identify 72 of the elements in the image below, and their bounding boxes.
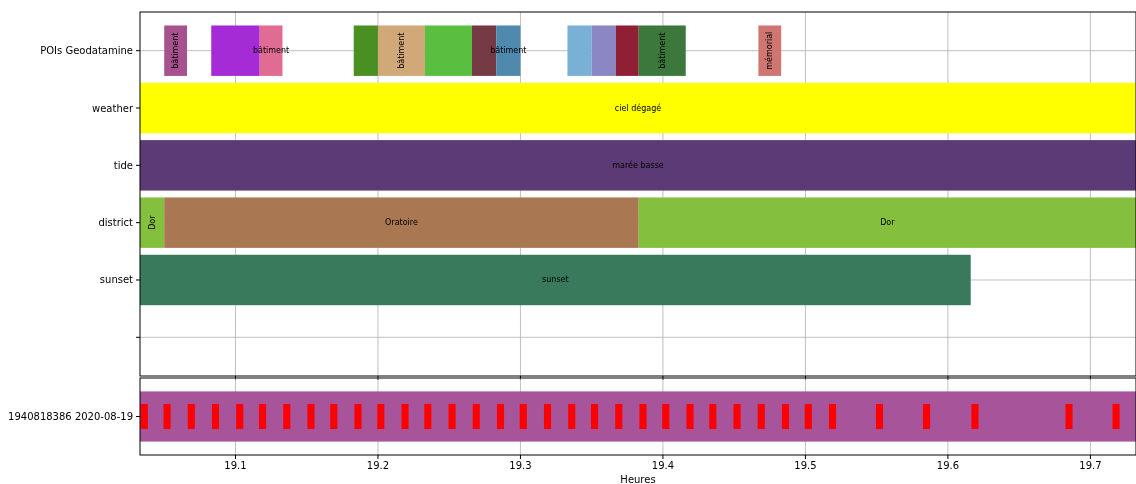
bar [781, 403, 790, 430]
bar [140, 82, 1136, 134]
bar [519, 403, 527, 430]
data-label: marée basse [612, 159, 664, 170]
data-label: bâtiment [657, 32, 667, 69]
y-tick-label: 1940818386 2020-08-19 [8, 411, 133, 422]
y-tick-label: district [98, 217, 134, 229]
x-tick-label: 19.4 [651, 460, 675, 471]
bar [258, 403, 267, 430]
bar [639, 403, 647, 430]
data-label: ciel dégagé [614, 102, 662, 113]
x-tick-label: 19.6 [936, 460, 960, 471]
y-tick-label: sunset [99, 274, 134, 286]
bar [709, 403, 717, 430]
bar [590, 403, 599, 430]
bar [401, 403, 409, 430]
bar [686, 403, 694, 430]
bar [662, 403, 670, 430]
data-label: mémorial [764, 31, 775, 70]
bar [353, 25, 378, 76]
bar [875, 403, 884, 430]
bar [1065, 403, 1073, 430]
y-tick-label: POIs Geodatamine [40, 45, 133, 57]
bar [424, 25, 472, 76]
bar [283, 403, 291, 430]
bar [615, 403, 623, 430]
bar [1112, 403, 1120, 430]
y-tick-label: tide [113, 159, 133, 171]
x-tick-label: 19.3 [509, 460, 532, 471]
x-tick-label: 19.2 [366, 460, 390, 471]
bar [236, 403, 244, 430]
data-label: bâtiment [252, 46, 290, 56]
bar [424, 403, 432, 430]
bar [330, 403, 338, 430]
x-axis-title: Heures [620, 474, 656, 484]
bar [140, 140, 1136, 191]
data-label: Oratoire [385, 218, 418, 228]
bar [922, 403, 931, 430]
data-label: bâtiment [171, 32, 181, 69]
bar [804, 403, 812, 430]
bar [496, 403, 505, 430]
bar [164, 25, 188, 76]
bar [472, 403, 480, 430]
bar [757, 403, 765, 430]
bar [971, 403, 979, 430]
x-tick-label: 19.7 [1079, 460, 1102, 471]
bar [568, 403, 576, 430]
bar [377, 25, 425, 76]
bar [211, 403, 220, 430]
bar [733, 403, 741, 430]
bar [638, 25, 686, 76]
bar [187, 403, 195, 430]
bar [164, 197, 639, 248]
bar [307, 403, 315, 430]
bar [543, 403, 552, 430]
bar [615, 25, 639, 76]
data-label: sunset [542, 275, 569, 285]
data-label: Dor [880, 218, 896, 228]
x-tick-label: 19.5 [794, 460, 817, 471]
x-tick-label: 19.1 [224, 460, 247, 471]
bar [354, 403, 362, 430]
bar [828, 403, 837, 430]
bar [163, 403, 171, 430]
y-tick-label: weather [92, 102, 134, 114]
bar [448, 403, 456, 430]
bar [377, 403, 385, 430]
data-label: bâtiment [396, 32, 406, 69]
bar [567, 25, 592, 76]
bar [591, 25, 616, 76]
data-label: Dor [147, 214, 157, 230]
bar [140, 403, 148, 430]
bar [140, 254, 971, 306]
